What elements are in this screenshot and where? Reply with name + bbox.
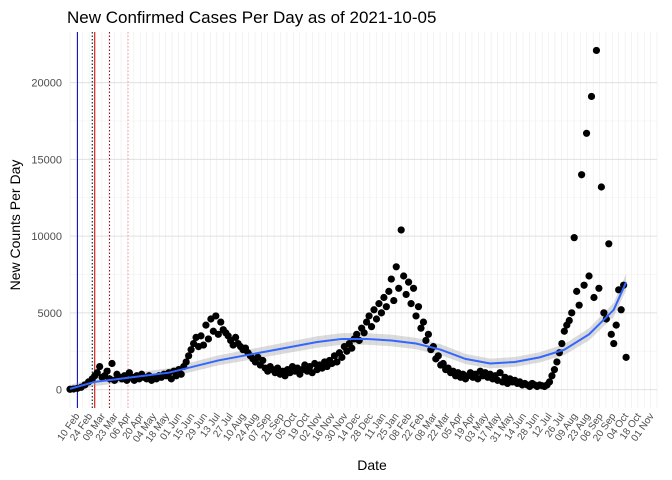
data-point [217,318,225,326]
data-point [597,183,605,191]
data-point [197,332,205,340]
data-point [439,359,447,368]
y-axis-title: New Counts Per Day [7,160,23,291]
data-point [414,303,423,311]
data-point [103,367,111,375]
data-point [187,346,195,354]
y-tick-label: 0 [56,385,62,397]
data-point [545,378,554,386]
data-point [407,300,415,308]
data-point [417,324,425,332]
data-point [185,352,193,360]
data-point [617,306,625,314]
data-point [422,336,430,345]
data-point [568,309,576,317]
data-point [610,339,618,348]
data-point [592,46,601,55]
data-point [400,272,408,280]
data-point [370,306,378,314]
data-point [392,263,400,271]
data-point [360,329,368,337]
data-point [199,341,208,349]
data-point [390,296,398,305]
data-point [96,362,104,371]
data-point [108,359,116,368]
data-point [434,352,442,360]
data-point [259,356,267,365]
data-point [231,333,240,342]
data-point [353,330,361,338]
data-point [372,315,381,323]
data-point [558,339,566,348]
data-point [560,327,568,335]
data-point [570,234,578,242]
y-tick-label: 5000 [38,308,62,320]
y-tick-label: 20000 [31,78,62,90]
data-point [348,344,356,352]
data-point [204,335,213,343]
data-point [600,309,608,317]
data-point [582,129,591,137]
data-point [496,369,504,377]
data-point [387,275,395,283]
data-point [397,226,405,234]
x-axis-title: Date [357,457,387,473]
data-point [93,369,101,377]
data-point [402,290,410,299]
data-point [338,353,346,361]
data-point [585,272,593,280]
data-point [405,278,413,286]
data-point [605,240,613,248]
data-point [412,312,420,320]
y-tick-label: 15000 [31,154,62,166]
data-point [365,312,373,320]
y-tick-label: 10000 [31,231,62,243]
data-point [580,281,588,289]
data-point [575,301,583,309]
data-point [382,303,390,311]
data-point [424,330,432,338]
data-point [177,370,185,378]
data-point [202,321,210,329]
data-point [367,323,376,331]
data-point [385,287,393,295]
data-point [375,300,383,308]
data-point [362,318,371,326]
data-point [333,358,341,366]
data-point [612,321,620,329]
data-point [548,372,556,380]
data-point [587,92,596,101]
data-point [590,293,598,302]
data-point [565,316,573,325]
data-point [214,330,222,338]
data-point [550,366,559,374]
data-point [615,286,623,294]
data-point [602,315,610,323]
data-point [212,312,220,320]
data-point [377,309,386,317]
data-point [182,358,190,366]
data-point [380,293,388,302]
data-point [409,284,418,292]
data-point [419,318,428,326]
data-point [595,284,603,292]
data-point [607,330,615,338]
data-point [622,353,630,361]
chart-title: New Confirmed Cases Per Day as of 2021-1… [67,8,436,27]
data-point [578,171,586,179]
data-point [553,358,561,366]
smooth-trend-line [69,281,628,390]
data-point [395,284,403,292]
data-point [573,287,581,295]
